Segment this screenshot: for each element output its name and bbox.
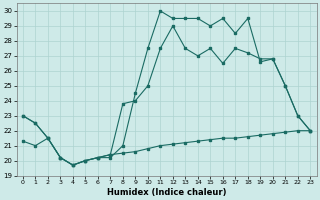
X-axis label: Humidex (Indice chaleur): Humidex (Indice chaleur) — [107, 188, 226, 197]
